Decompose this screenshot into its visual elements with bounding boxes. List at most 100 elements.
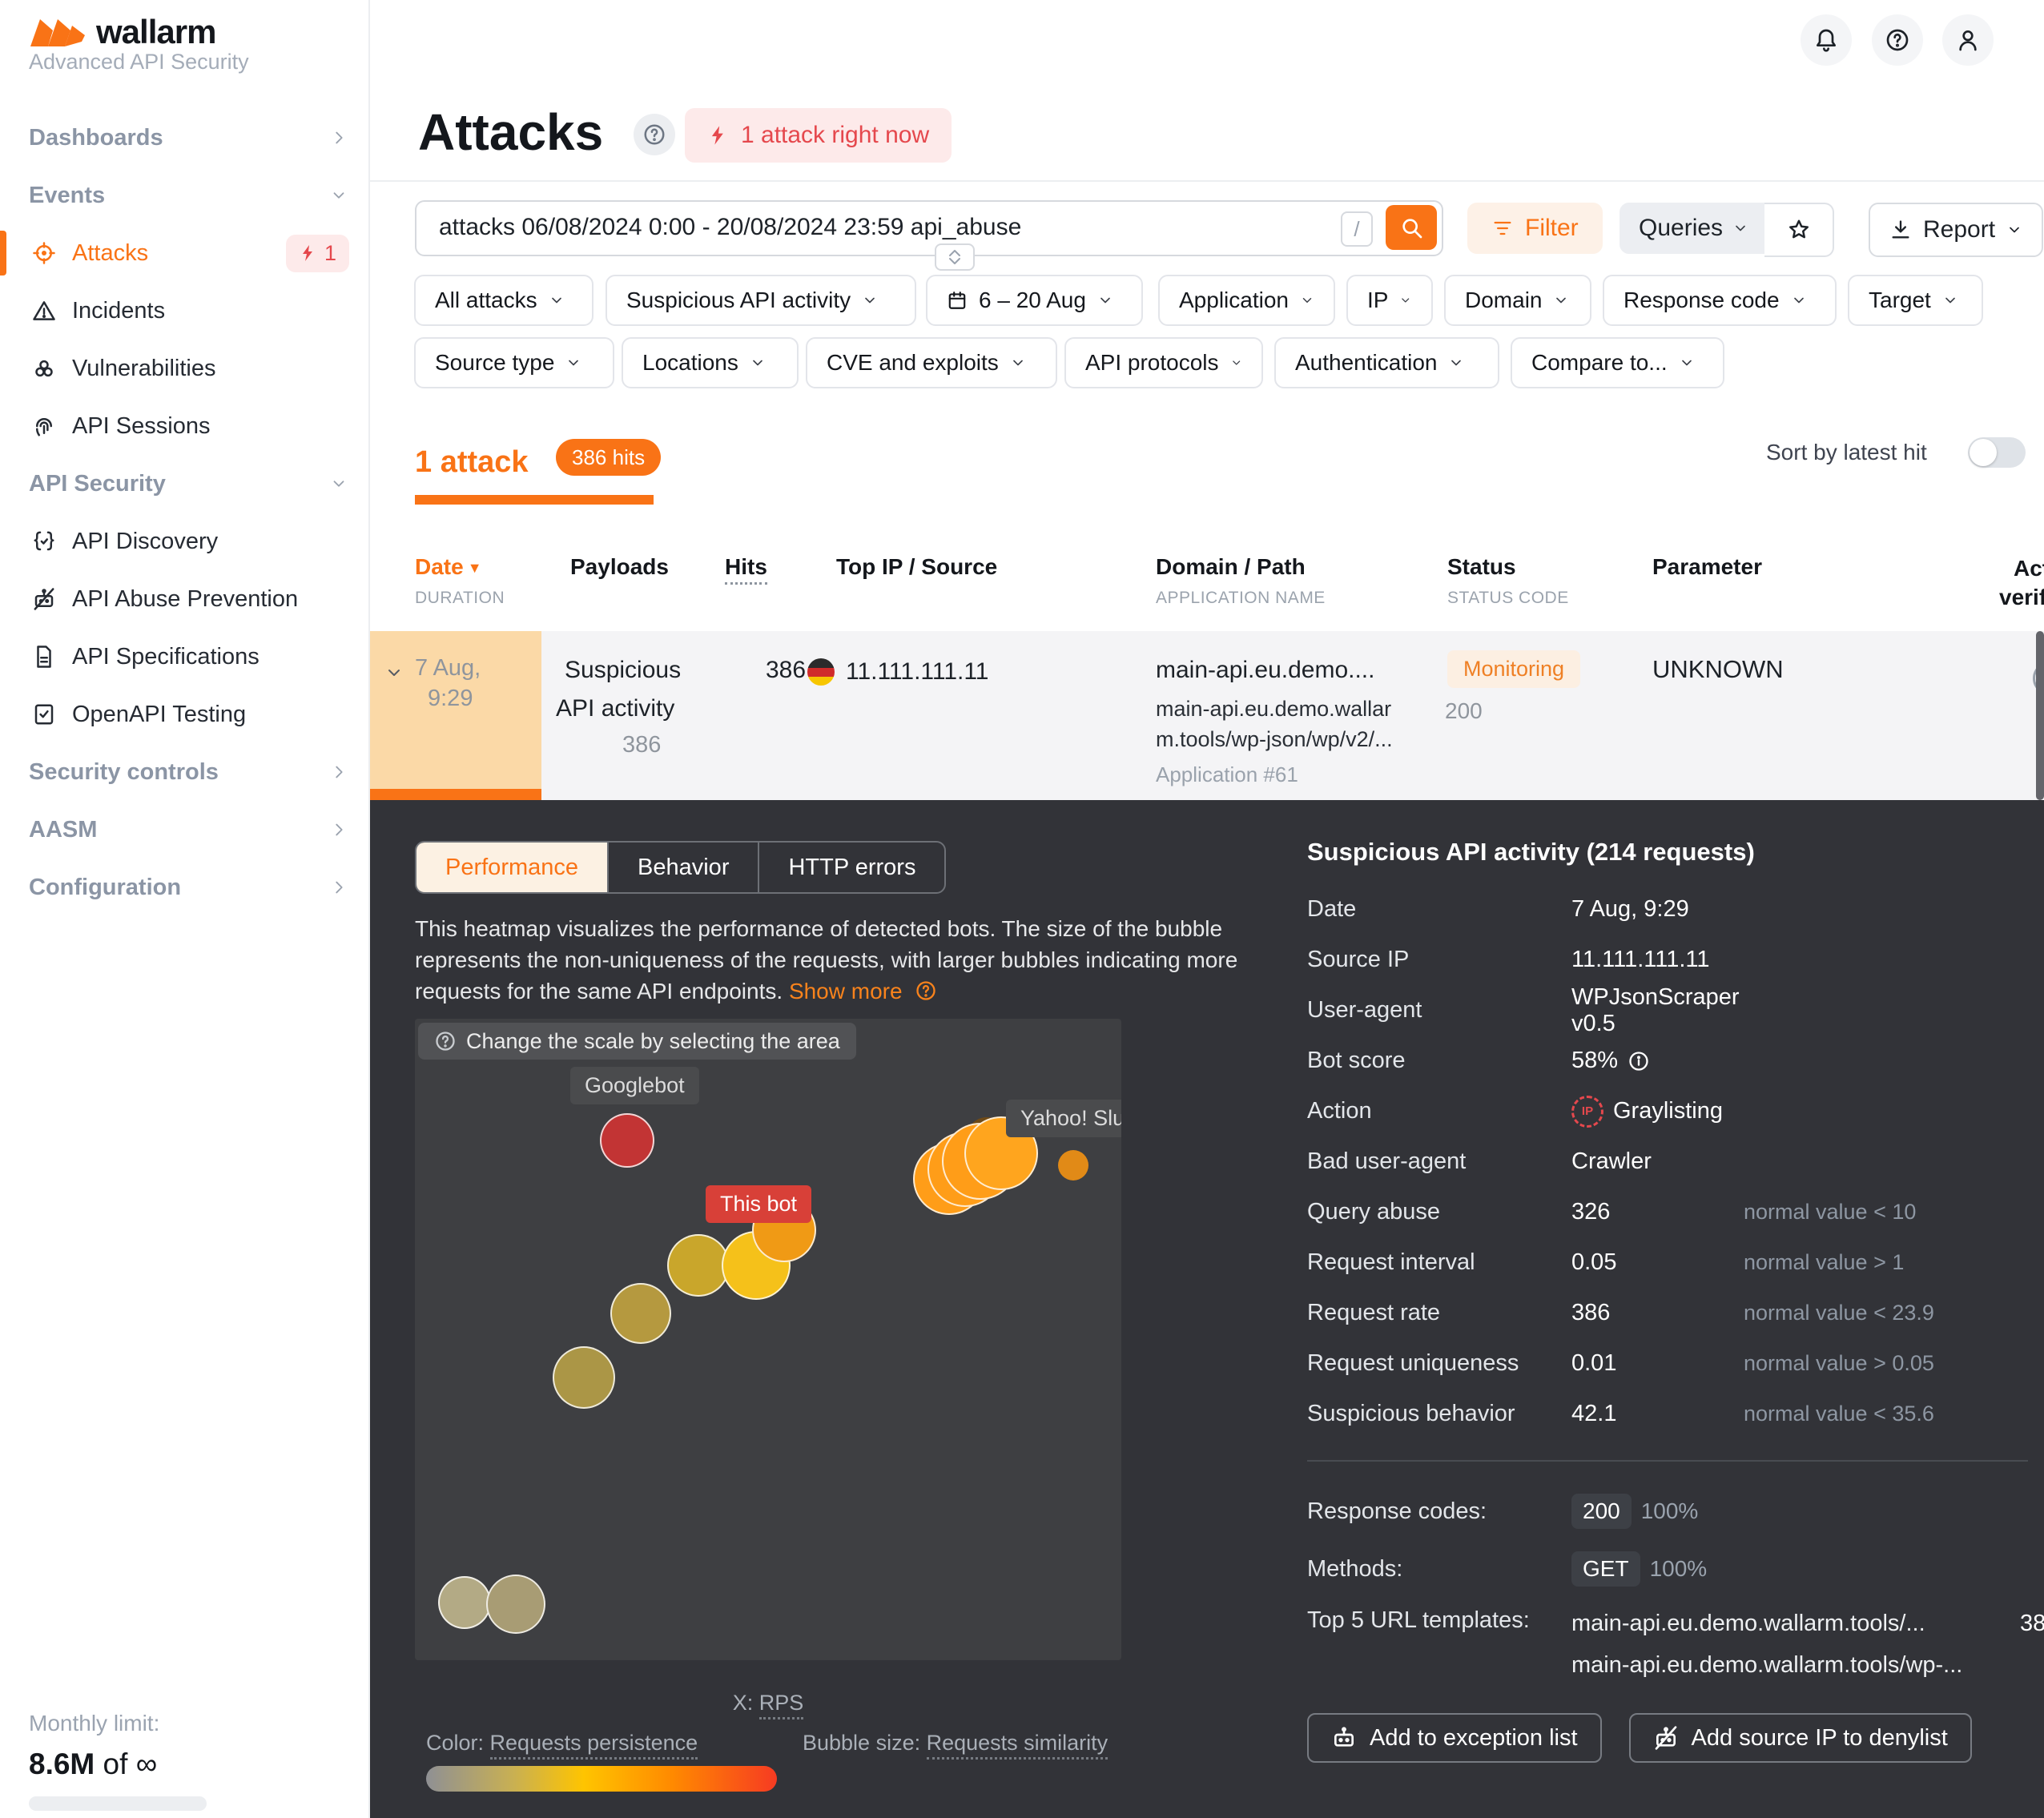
sidebar-item-aasm[interactable]: AASM [0, 801, 368, 859]
filter-chip-source-type[interactable]: Source type [414, 337, 614, 388]
favorite-query-button[interactable] [1764, 203, 1834, 257]
add-to-exception-list-button[interactable]: Add to exception list [1307, 1713, 1602, 1763]
column-top-ip-source[interactable]: Top IP / Source [836, 554, 998, 579]
active-item-bar [0, 231, 6, 276]
chevron-down-icon [1732, 220, 1748, 236]
sidebar-item-api-discovery[interactable]: API Discovery [0, 513, 368, 570]
bot-bubble[interactable] [1058, 1150, 1088, 1180]
report-button[interactable]: Report [1869, 203, 2044, 257]
normal-value-hint: normal value > 0.05 [1744, 1351, 1934, 1375]
panel-tabs: Performance Behavior HTTP errors [415, 841, 947, 894]
sidebar-item-api-security[interactable]: API Security [0, 455, 368, 513]
filter-button[interactable]: Filter [1467, 203, 1603, 254]
filter-chip-domain[interactable]: Domain [1444, 275, 1591, 326]
search-expand-control[interactable] [935, 243, 975, 271]
table-scrollbar[interactable] [2036, 631, 2044, 800]
x-axis-metric[interactable]: RPS [758, 1691, 804, 1719]
filter-label: Filter [1525, 215, 1579, 241]
bot-bubble[interactable] [964, 1116, 1038, 1190]
filter-chip-cve-and-exploits[interactable]: CVE and exploits [806, 337, 1057, 388]
table-row[interactable]: 7 Aug, 9:29 Suspicious API activity 386 … [368, 631, 2044, 800]
live-attack-badge[interactable]: 1 attack right now [685, 108, 952, 163]
sidebar-item-attacks[interactable]: Attacks 1 [0, 224, 368, 282]
column-parameter[interactable]: Parameter [1652, 554, 1762, 579]
filter-chip-6-20-aug[interactable]: 6 – 20 Aug [926, 275, 1143, 326]
bot-bubble[interactable] [600, 1113, 654, 1168]
sidebar-item-api-specifications[interactable]: API Specifications [0, 628, 368, 686]
chevron-down-icon [1791, 292, 1807, 308]
row-date: 7 Aug, [415, 655, 481, 681]
column-status[interactable]: Status [1447, 554, 1516, 579]
filter-chip-locations[interactable]: Locations [622, 337, 799, 388]
question-circle-icon[interactable] [915, 979, 937, 1002]
add-source-ip-to-denylist-button[interactable]: Add source IP to denylist [1628, 1713, 1972, 1763]
color-legend-metric[interactable]: Requests persistence [489, 1731, 698, 1760]
account-button[interactable] [1942, 14, 1994, 66]
filter-chip-response-code[interactable]: Response code [1603, 275, 1837, 326]
column-active-verification[interactable]: Active verification [1999, 556, 2044, 609]
top-url-row[interactable]: main-api.eu.demo.wallarm.tools/...385 [1571, 1610, 2044, 1636]
filter-chip-application[interactable]: Application [1158, 275, 1335, 326]
bot-bubble[interactable] [438, 1576, 491, 1629]
method-chip: GET [1571, 1551, 1640, 1587]
row-ip[interactable]: 11.111.111.11 [846, 658, 989, 685]
braces-icon [32, 529, 56, 553]
bot-bubble[interactable] [667, 1234, 730, 1297]
bot-performance-heatmap[interactable]: Change the scale by selecting the area G… [415, 1019, 1121, 1660]
sidebar-item-openapi-testing[interactable]: OpenAPI Testing [0, 686, 368, 743]
live-attack-label: 1 attack right now [741, 122, 930, 148]
sidebar-item-api-sessions[interactable]: API Sessions [0, 397, 368, 455]
filter-chip-authentication[interactable]: Authentication [1274, 337, 1499, 388]
search-input[interactable] [437, 203, 1338, 251]
sidebar-item-label: API Abuse Prevention [72, 585, 299, 612]
question-circle-icon [1885, 27, 1910, 53]
sidebar-item-api-abuse-prevention[interactable]: API Abuse Prevention [0, 570, 368, 628]
search-button[interactable] [1386, 205, 1437, 250]
show-more-link[interactable]: Show more [788, 979, 903, 1004]
sidebar-item-events[interactable]: Events [0, 167, 368, 224]
filter-chip-ip[interactable]: IP [1346, 275, 1433, 326]
filter-chip-suspicious-api-activity[interactable]: Suspicious API activity [606, 275, 916, 326]
column-hits[interactable]: Hits [725, 554, 767, 585]
bot-bubble[interactable] [486, 1575, 545, 1634]
detail-row-bad-user-agent: Bad user-agent Crawler [1307, 1148, 1652, 1174]
help-button[interactable] [1872, 14, 1923, 66]
filter-chip-all-attacks[interactable]: All attacks [414, 275, 593, 326]
sidebar-item-label: Dashboards [29, 124, 163, 151]
sidebar-item-vulnerabilities[interactable]: Vulnerabilities [0, 340, 368, 397]
bot-bubble[interactable] [553, 1346, 615, 1409]
sidebar-item-dashboards[interactable]: Dashboards [0, 109, 368, 167]
details-rows: Date 7 Aug, 9:29 Source IP 11.111.111.11 Use… [1307, 884, 2028, 1439]
row-domain[interactable]: main-api.eu.demo.... [1156, 657, 1375, 683]
column-domain-path[interactable]: Domain / Path [1156, 554, 1306, 579]
attack-count-tab[interactable]: 1 attack [415, 445, 529, 479]
tab-http-errors[interactable]: HTTP errors [758, 843, 944, 892]
sort-by-latest-hit-toggle[interactable] [1968, 437, 2026, 468]
page-help-button[interactable] [634, 114, 675, 155]
sidebar-item-incidents[interactable]: Incidents [0, 282, 368, 340]
top-url-row[interactable]: main-api.eu.demo.wallarm.tools/wp-...1 [1571, 1651, 1963, 1678]
filter-chip-compare-to[interactable]: Compare to... [1511, 337, 1724, 388]
notifications-button[interactable] [1801, 14, 1852, 66]
question-circle-icon [434, 1030, 457, 1052]
filter-chip-target[interactable]: Target [1848, 275, 1983, 326]
chevron-right-icon [330, 129, 348, 147]
column-payloads[interactable]: Payloads [570, 554, 669, 579]
tab-behavior[interactable]: Behavior [607, 843, 758, 892]
column-date[interactable]: Date ▼ [415, 554, 482, 579]
wallarm-logo[interactable]: wallarm [29, 13, 216, 51]
filter-chip-api-protocols[interactable]: API protocols [1064, 337, 1263, 388]
sidebar-item-label: Configuration [29, 874, 182, 900]
chevron-down-icon [549, 292, 565, 308]
sidebar-item-security-controls[interactable]: Security controls [0, 743, 368, 801]
row-application: Application #61 [1156, 762, 1298, 786]
queries-button[interactable]: Queries [1620, 203, 1768, 254]
biohazard-icon [32, 356, 56, 380]
tab-performance[interactable]: Performance [416, 843, 608, 892]
bot-bubble[interactable] [610, 1283, 671, 1344]
sidebar-item-configuration[interactable]: Configuration [0, 859, 368, 916]
column-sub-duration: DURATION [415, 589, 505, 607]
size-legend-metric[interactable]: Requests similarity [926, 1731, 1109, 1760]
chevron-down-icon[interactable] [384, 663, 404, 682]
